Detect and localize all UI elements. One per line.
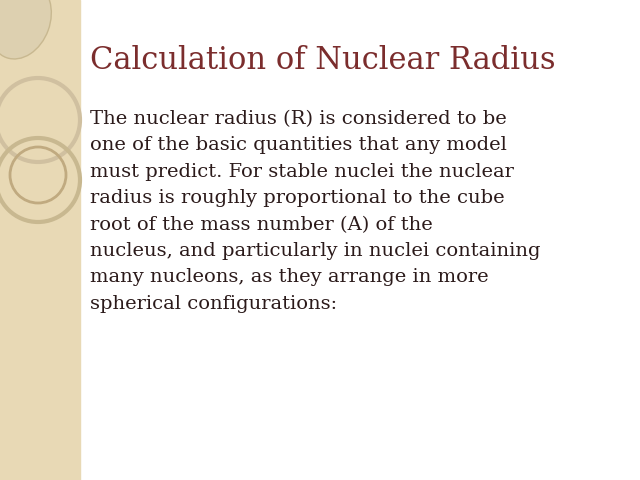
Ellipse shape (0, 0, 51, 59)
Bar (0, 0, 80, 480)
Text: The nuclear radius (R) is considered to be
one of the basic quantities that any : The nuclear radius (R) is considered to … (90, 110, 541, 313)
Text: Calculation of Nuclear Radius: Calculation of Nuclear Radius (90, 45, 556, 76)
